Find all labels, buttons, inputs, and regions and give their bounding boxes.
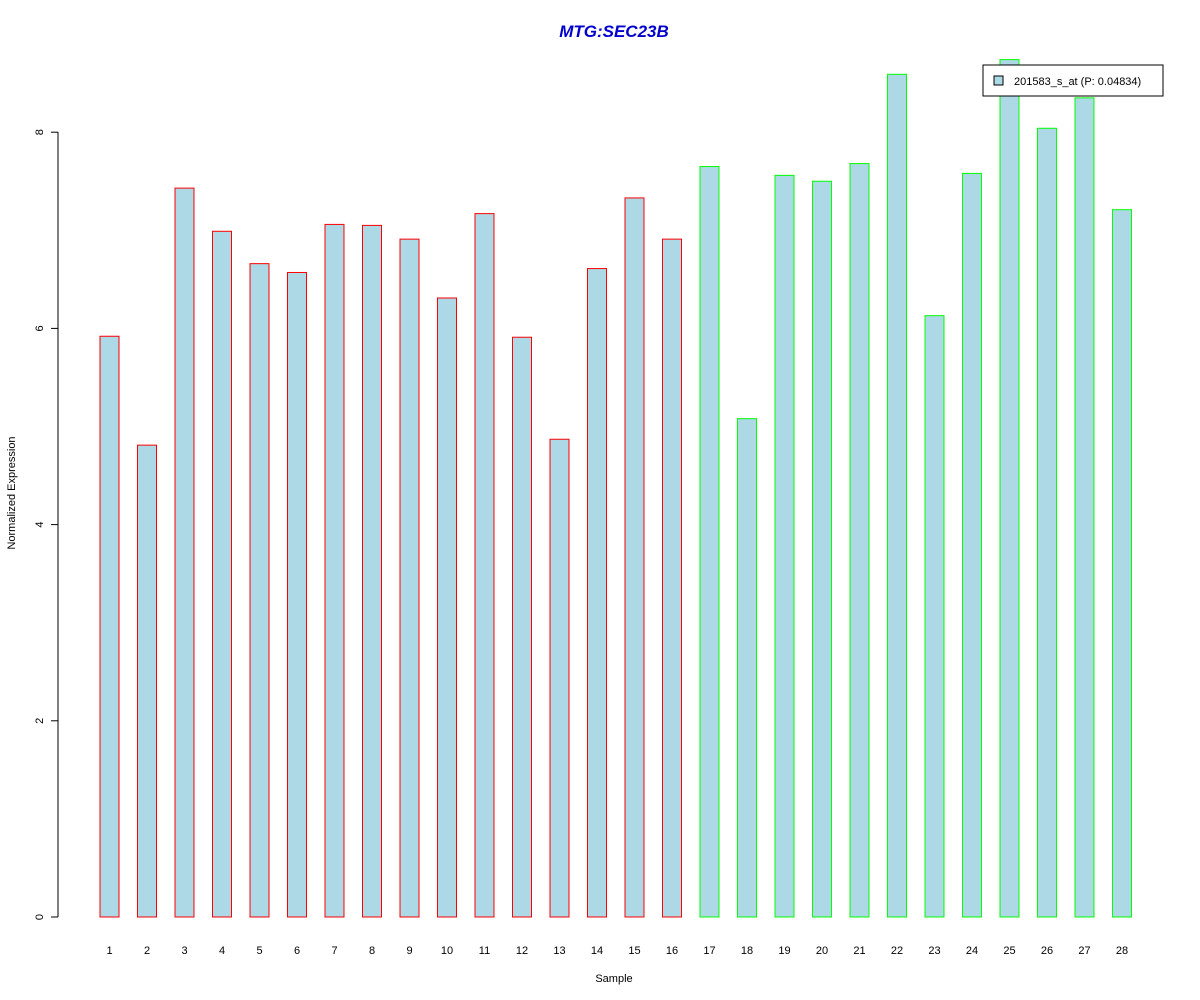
bar-7 bbox=[324, 223, 345, 918]
bar-22 bbox=[887, 73, 907, 918]
x-tick-label: 13 bbox=[553, 945, 565, 957]
x-tick-label: 4 bbox=[219, 945, 225, 957]
x-tick-labels: 1 2 3 4 5 6 7 8 9 10 11 12 13 14 15 16 17 18 19 20 21 22 23 24 2… bbox=[106, 945, 1128, 957]
bars-group bbox=[99, 59, 1132, 918]
chart-title: MTG:SEC23B bbox=[559, 22, 669, 41]
x-tick-label: 22 bbox=[891, 945, 903, 957]
y-tick-label: 6 bbox=[34, 325, 46, 331]
bar-21 bbox=[849, 163, 870, 918]
x-tick-label: 10 bbox=[441, 945, 453, 957]
x-tick-label: 21 bbox=[853, 945, 865, 957]
y-axis: 0 2 4 6 8 bbox=[34, 129, 59, 920]
x-axis-label: Sample bbox=[595, 973, 632, 985]
bar-20 bbox=[812, 180, 832, 918]
x-tick-label: 8 bbox=[369, 945, 375, 957]
bar-16 bbox=[662, 238, 682, 918]
legend-box bbox=[982, 64, 1164, 97]
bar-10 bbox=[437, 297, 457, 918]
x-tick-label: 14 bbox=[591, 945, 603, 957]
bar-19 bbox=[774, 174, 795, 918]
x-tick-label: 18 bbox=[741, 945, 753, 957]
bar-5 bbox=[249, 263, 270, 918]
bar-23 bbox=[924, 315, 945, 918]
x-tick-label: 5 bbox=[256, 945, 262, 957]
bar-12 bbox=[512, 336, 532, 918]
bar-15 bbox=[624, 197, 645, 918]
bar-13 bbox=[549, 438, 570, 918]
x-tick-label: 6 bbox=[294, 945, 300, 957]
y-tick-label: 2 bbox=[34, 718, 46, 724]
x-tick-label: 28 bbox=[1116, 945, 1128, 957]
x-tick-label: 3 bbox=[181, 945, 187, 957]
bar-2 bbox=[137, 444, 157, 918]
y-tick-label: 4 bbox=[34, 522, 46, 528]
bar-1 bbox=[99, 335, 120, 918]
bar-25 bbox=[999, 59, 1020, 918]
bar-3 bbox=[174, 187, 195, 918]
x-tick-label: 1 bbox=[106, 945, 112, 957]
x-tick-label: 25 bbox=[1003, 945, 1015, 957]
bar-8 bbox=[362, 224, 382, 918]
bar-24 bbox=[962, 172, 982, 918]
y-tick-label: 0 bbox=[34, 914, 46, 920]
bar-14 bbox=[587, 268, 607, 918]
y-tick-label: 8 bbox=[34, 129, 46, 135]
x-tick-label: 11 bbox=[479, 945, 490, 957]
x-tick-label: 7 bbox=[331, 945, 337, 957]
x-tick-label: 19 bbox=[778, 945, 790, 957]
bar-17 bbox=[699, 166, 720, 918]
legend: 201583_s_at (P: 0.04834) bbox=[982, 64, 1164, 97]
x-tick-label: 17 bbox=[703, 945, 715, 957]
bar-28 bbox=[1112, 209, 1132, 918]
bar-26 bbox=[1037, 127, 1057, 918]
x-tick-label: 12 bbox=[516, 945, 528, 957]
x-tick-label: 9 bbox=[406, 945, 412, 957]
x-tick-label: 24 bbox=[966, 945, 978, 957]
bar-27 bbox=[1074, 97, 1095, 918]
x-tick-label: 27 bbox=[1078, 945, 1090, 957]
y-axis-label: Normalized Expression bbox=[6, 436, 18, 549]
bar-4 bbox=[212, 230, 232, 918]
bar-18 bbox=[737, 418, 757, 918]
x-tick-label: 15 bbox=[628, 945, 640, 957]
bar-6 bbox=[287, 271, 307, 918]
bar-11 bbox=[474, 213, 495, 918]
bar-9 bbox=[399, 238, 420, 918]
x-tick-label: 20 bbox=[816, 945, 828, 957]
x-tick-label: 2 bbox=[144, 945, 150, 957]
legend-label: 201583_s_at (P: 0.04834) bbox=[1014, 76, 1141, 88]
x-tick-label: 23 bbox=[928, 945, 940, 957]
x-tick-label: 26 bbox=[1041, 945, 1053, 957]
x-tick-label: 16 bbox=[666, 945, 678, 957]
legend-swatch bbox=[993, 75, 1004, 86]
